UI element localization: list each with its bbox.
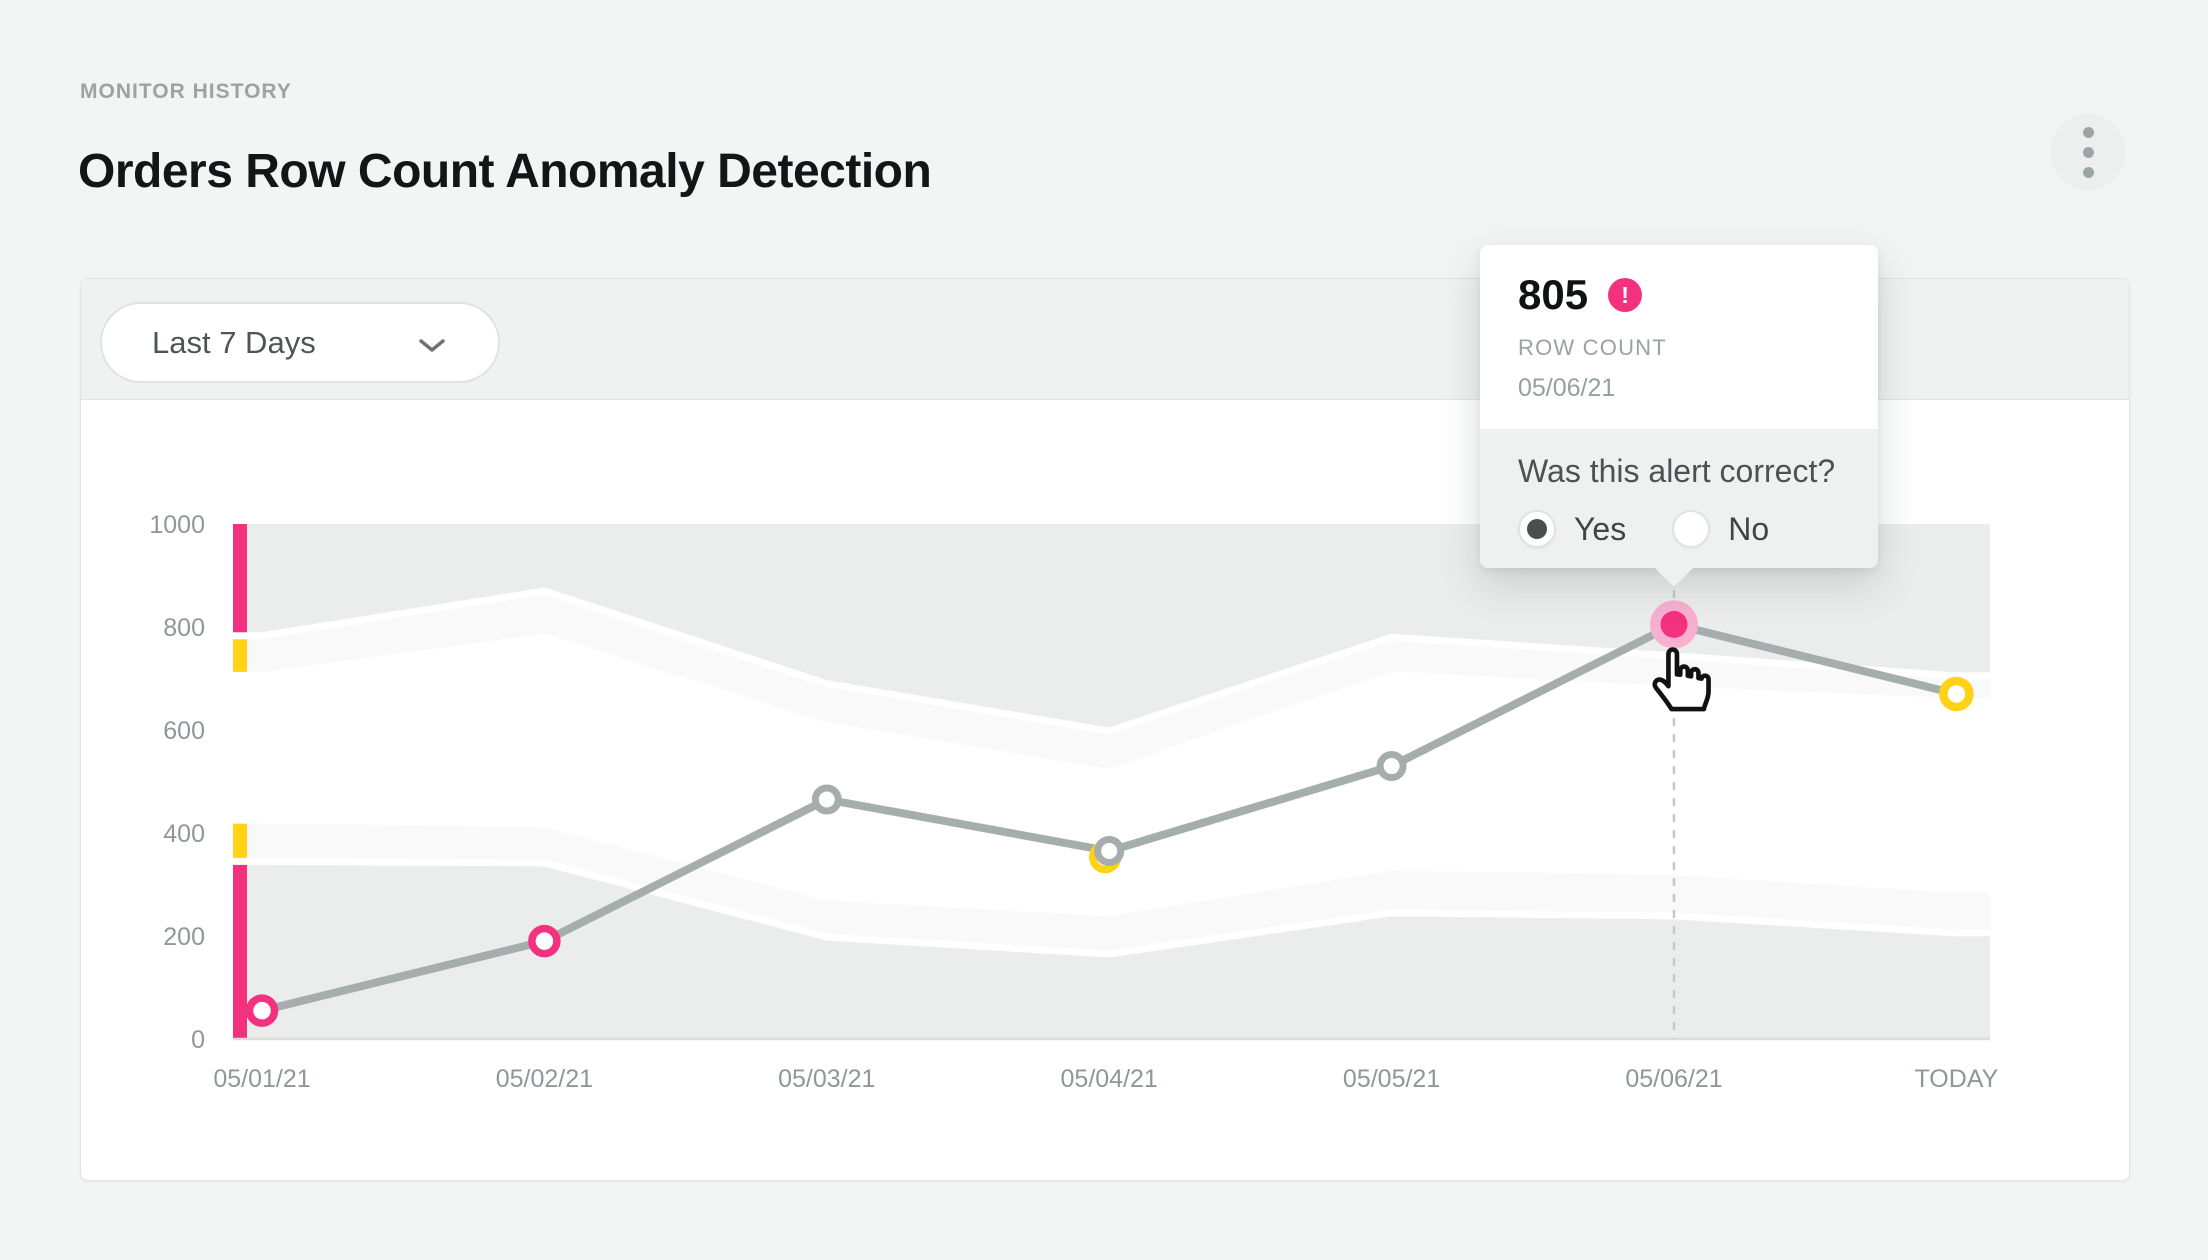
band-boundary-2 — [233, 816, 1990, 917]
data-point-05/02/21[interactable] — [528, 924, 561, 958]
radio-label-no: No — [1728, 510, 1770, 547]
page-title: Orders Row Count Anomaly Detection — [78, 145, 932, 199]
date-range-select[interactable]: Last 7 Days — [100, 302, 500, 383]
cursor-hand-icon — [1652, 647, 1711, 712]
y-tick-0: 0 — [191, 1026, 205, 1054]
alert-icon: ! — [1608, 278, 1643, 312]
x-tick-TODAY: TODAY — [1914, 1065, 1999, 1093]
alert-correct-yes-radio[interactable]: Yes — [1518, 510, 1626, 548]
y-tick-1000: 1000 — [149, 511, 205, 539]
row-count-chart[interactable] — [233, 524, 1990, 1041]
kebab-menu-icon — [2082, 126, 2094, 178]
radio-circle-yes[interactable] — [1518, 510, 1556, 548]
more-options-button[interactable] — [2050, 114, 2126, 190]
x-tick-05/05/21: 05/05/21 — [1342, 1065, 1441, 1093]
threshold-bar-lower-alert — [233, 861, 247, 1039]
threshold-bar-lower-warning — [233, 820, 247, 862]
tooltip-value: 805 — [1518, 271, 1589, 318]
data-point-05/03/21[interactable] — [811, 784, 842, 815]
data-point-05/06/21[interactable] — [1660, 610, 1688, 638]
band-boundary-1 — [233, 633, 1990, 776]
date-range-value: Last 7 Days — [152, 324, 316, 360]
alert-tooltip: 805 ! ROW COUNT 05/06/21 Was this alert … — [1480, 245, 1878, 588]
y-tick-200: 200 — [163, 923, 205, 951]
tooltip-value-section: 805 ! ROW COUNT 05/06/21 — [1480, 245, 1878, 429]
x-tick-05/06/21: 05/06/21 — [1625, 1065, 1723, 1093]
chart-plot-area[interactable] — [233, 524, 1990, 1046]
data-point-05/04/21[interactable] — [1094, 836, 1125, 867]
threshold-bar-upper-warning — [233, 635, 247, 676]
x-tick-05/01/21: 05/01/21 — [213, 1065, 311, 1093]
band-boundary-3 — [233, 857, 1990, 958]
x-tick-05/02/21: 05/02/21 — [495, 1065, 594, 1093]
y-tick-800: 800 — [163, 614, 205, 642]
radio-circle-no[interactable] — [1672, 510, 1711, 548]
x-tick-05/03/21: 05/03/21 — [778, 1065, 876, 1093]
x-tick-05/04/21: 05/04/21 — [1060, 1065, 1158, 1093]
threshold-bar-upper-alert — [233, 524, 247, 636]
tooltip-date: 05/06/21 — [1518, 374, 1616, 402]
data-point-05/01/21[interactable] — [245, 994, 279, 1027]
data-point-05/05/21[interactable] — [1376, 751, 1407, 782]
tooltip-feedback-section: Was this alert correct? Yes No — [1480, 429, 1878, 588]
chevron-down-icon — [419, 339, 445, 352]
y-tick-600: 600 — [163, 717, 205, 745]
alert-correct-no-radio[interactable]: No — [1672, 510, 1769, 548]
tooltip-question: Was this alert correct? — [1518, 453, 1836, 489]
y-tick-400: 400 — [163, 820, 205, 848]
data-point-TODAY[interactable] — [1939, 676, 1974, 712]
breadcrumb-eyebrow: MONITOR HISTORY — [80, 80, 292, 103]
radio-label-yes: Yes — [1574, 510, 1627, 547]
tooltip-metric-label: ROW COUNT — [1518, 335, 1667, 360]
